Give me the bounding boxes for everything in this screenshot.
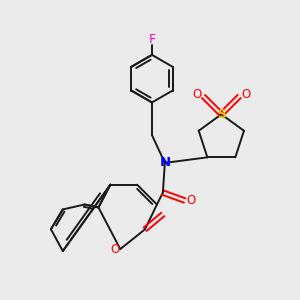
Text: N: N xyxy=(159,156,170,170)
Text: F: F xyxy=(148,32,155,46)
Text: S: S xyxy=(217,108,226,121)
Text: O: O xyxy=(242,88,251,101)
Text: O: O xyxy=(111,243,120,256)
Text: O: O xyxy=(192,88,201,101)
Text: O: O xyxy=(186,194,195,207)
